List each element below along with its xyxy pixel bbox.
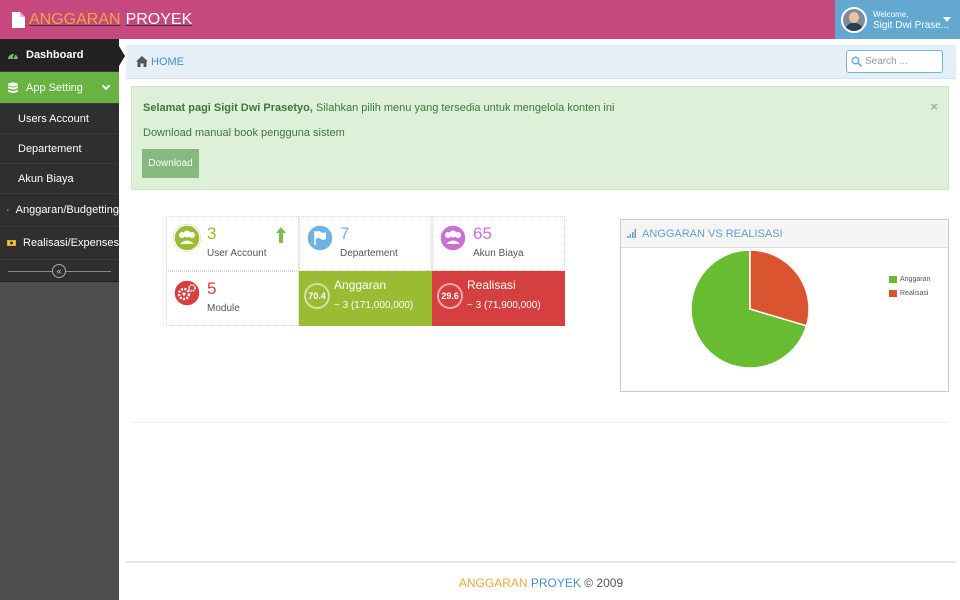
chart-widget: ANGGARAN VS REALISASI Anggaran Realisasi [620,219,949,392]
infobox-title: Realisasi [467,278,516,292]
infobox-departement[interactable]: 7 Departement [299,216,432,271]
signal-icon [627,229,636,238]
download-button[interactable]: Download [142,149,199,178]
sidebar-item-realisasi[interactable]: Realisasi/Expenses [0,227,119,260]
alert-greeting: Selamat pagi Sigit Dwi Prasetyo, Silahka… [143,102,615,114]
app-setting-submenu: Users Account Departement Akun Biaya [0,104,119,194]
chart-legend: Anggaran Realisasi [889,272,930,300]
infobox-subtitle: ~ 3 (171,000,000) [334,300,414,311]
widget-header: ANGGARAN VS REALISASI [621,220,948,248]
infobox-label: Module [207,303,240,314]
welcome-text: Welcome, [873,9,909,19]
money-icon [7,240,16,246]
file-icon [12,12,25,28]
top-navbar: ANGGARAN PROYEK Welcome, Sigit Dwi Prase… [0,0,960,39]
database-icon [8,82,18,93]
infobox-number: 65 [473,224,492,243]
sidebar-item-label: Realisasi/Expenses [23,237,119,249]
tachometer-icon [8,52,18,59]
infobox-module[interactable]: 5 Module [166,271,299,326]
pie-slice-anggaran [690,250,808,369]
calendar-icon [7,209,9,211]
legend-item-anggaran: Anggaran [889,272,930,286]
home-icon [136,56,148,67]
infobox-subtitle: ~ 3 (71,900,000) [467,300,541,311]
welcome-alert: Selamat pagi Sigit Dwi Prasetyo, Silahka… [131,86,949,190]
caret-down-icon [943,17,951,22]
sidebar-item-app-setting[interactable]: App Setting [0,72,119,104]
infobox-user-account[interactable]: 3 User Account [166,216,299,271]
sidebar-item-label: Anggaran/Budgetting [15,204,119,216]
search-input[interactable]: Search ... [846,50,943,73]
brand-name-part1: ANGGARAN [29,11,121,28]
users-icon [173,224,201,252]
breadcrumb: HOME Search ... [126,45,956,79]
avatar [841,6,867,33]
sidebar-item-anggaran[interactable]: Anggaran/Budgetting [0,194,119,227]
infobox-number: 7 [340,224,350,243]
search-placeholder: Search ... [865,56,908,67]
sidebar-item-label: App Setting [26,81,83,94]
infobox-label: User Account [207,248,267,259]
footer-divider [126,561,956,563]
arrow-up-icon [276,227,286,243]
brand-name-part2: PROYEK [125,11,193,28]
progress-ring: 29.6 [437,283,463,309]
active-item-pointer [119,46,125,66]
infobox-number: 3 [207,224,217,243]
progress-ring: 70.4 [304,283,330,309]
sidebar-subitem-users-account[interactable]: Users Account [0,104,119,134]
sidebar-subitem-akun-biaya[interactable]: Akun Biaya [0,164,119,194]
collapse-sidebar-button[interactable]: « [52,264,66,278]
chart-title: ANGGARAN VS REALISASI [642,228,783,240]
infobox-title: Anggaran [334,278,387,292]
search-icon [851,56,862,67]
infobox-anggaran[interactable]: 70.4 Anggaran ~ 3 (171,000,000) [299,271,432,326]
legend-item-realisasi: Realisasi [889,286,930,300]
sidebar-collapse-bar: « [0,260,119,282]
flag-icon [306,224,334,252]
brand-logo[interactable]: ANGGARAN PROYEK [12,10,192,30]
infobox-number: 5 [207,279,217,298]
infobox-label: Departement [340,248,398,259]
pie-slice-realisasi [749,250,810,327]
user-name: Sigit Dwi Prase... [873,19,950,31]
sidebar: Dashboard App Setting Users Account Depa… [0,39,119,600]
infobox-akun-biaya[interactable]: 65 Akun Biaya [432,216,565,271]
pie-chart [690,250,810,369]
sidebar-item-label: Dashboard [26,49,84,61]
close-icon[interactable]: × [930,99,938,114]
sidebar-subitem-departement[interactable]: Departement [0,134,119,164]
divider [131,422,949,423]
breadcrumb-home-link[interactable]: HOME [151,56,184,68]
sidebar-item-dashboard[interactable]: Dashboard [0,39,119,72]
users-icon [439,224,467,252]
footer: ANGGARAN PROYEK © 2009 [458,576,624,590]
alert-download-text: Download manual book pengguna sistem [143,127,345,139]
infobox-label: Akun Biaya [473,248,524,259]
infobox-realisasi[interactable]: 29.6 Realisasi ~ 3 (71,900,000) [432,271,565,326]
cogs-icon [173,279,201,307]
user-menu[interactable]: Welcome, Sigit Dwi Prase... [835,0,960,39]
chevron-down-icon [101,81,111,91]
